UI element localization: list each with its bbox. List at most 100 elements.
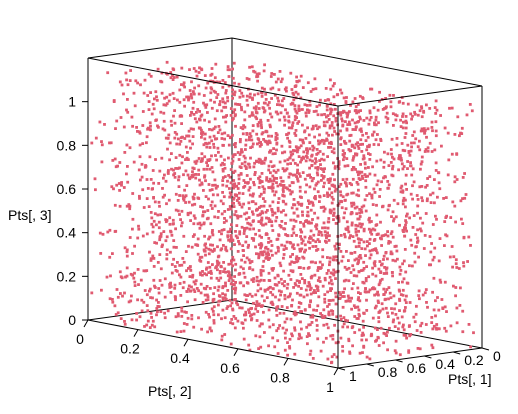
data-point <box>426 305 429 309</box>
data-point <box>120 183 123 187</box>
data-point <box>463 196 467 200</box>
data-point <box>177 314 180 318</box>
data-point <box>221 168 225 171</box>
data-point <box>217 125 221 128</box>
data-point <box>323 167 326 171</box>
data-point <box>381 307 385 311</box>
data-point <box>319 206 323 209</box>
data-point <box>350 191 354 195</box>
data-point <box>192 280 196 284</box>
data-point <box>193 298 197 302</box>
data-point <box>411 197 414 201</box>
data-point <box>151 296 154 300</box>
data-point <box>265 256 269 259</box>
data-point <box>208 326 212 330</box>
data-point <box>327 146 330 149</box>
data-point <box>327 299 331 302</box>
data-point <box>171 222 175 226</box>
data-point <box>188 275 192 278</box>
data-point <box>440 298 444 301</box>
data-point <box>292 225 296 228</box>
data-point <box>213 117 217 121</box>
data-point <box>286 353 289 357</box>
data-point <box>231 283 235 286</box>
data-point <box>216 268 219 272</box>
data-point <box>339 88 342 92</box>
data-point <box>220 334 224 338</box>
data-point <box>331 334 335 337</box>
data-point <box>340 117 344 121</box>
data-point <box>266 288 270 291</box>
data-point <box>285 247 288 250</box>
data-point <box>332 218 335 221</box>
data-point <box>306 81 310 85</box>
data-point <box>429 193 432 197</box>
data-point <box>357 291 360 294</box>
data-point <box>255 279 259 283</box>
data-point <box>285 167 289 171</box>
data-point <box>293 282 297 285</box>
data-point <box>367 122 371 126</box>
data-point <box>210 106 214 110</box>
data-point <box>146 94 150 97</box>
data-point <box>324 87 328 90</box>
data-point <box>259 212 262 216</box>
data-point <box>233 185 237 188</box>
data-point <box>316 166 320 169</box>
data-point <box>239 126 243 129</box>
data-point <box>259 268 263 272</box>
data-point <box>297 337 301 341</box>
data-point <box>372 143 376 146</box>
data-point <box>196 222 200 226</box>
data-point <box>210 231 214 234</box>
data-point <box>172 97 176 100</box>
data-point <box>289 241 293 245</box>
data-point <box>357 312 361 316</box>
data-point <box>382 176 385 180</box>
data-point <box>157 200 161 204</box>
data-point <box>400 142 404 145</box>
data-point <box>184 158 187 161</box>
data-point <box>355 205 359 209</box>
data-point <box>360 205 364 209</box>
data-point <box>364 279 368 283</box>
data-point <box>252 106 256 110</box>
data-point <box>308 323 312 327</box>
data-point <box>397 157 401 160</box>
data-point <box>363 247 367 251</box>
data-point <box>228 298 232 302</box>
data-point <box>437 171 441 175</box>
data-point <box>251 194 255 198</box>
data-point <box>130 115 134 119</box>
data-point <box>295 234 298 237</box>
data-point <box>396 257 399 261</box>
data-point <box>405 229 408 233</box>
data-point <box>359 256 363 260</box>
data-point <box>135 126 138 129</box>
data-point <box>276 209 280 213</box>
data-point <box>295 279 299 283</box>
data-point <box>181 135 184 139</box>
data-point <box>182 260 186 264</box>
data-point <box>361 280 365 284</box>
data-point <box>360 338 364 342</box>
data-point <box>175 132 179 136</box>
data-point <box>278 118 282 122</box>
data-point <box>364 290 368 294</box>
data-point <box>283 159 287 163</box>
data-point <box>237 196 241 200</box>
data-point <box>233 108 237 112</box>
data-point <box>356 217 360 221</box>
data-point <box>186 173 190 177</box>
data-point <box>149 257 153 261</box>
data-point <box>195 111 198 114</box>
data-point <box>266 209 269 212</box>
data-point <box>292 247 296 250</box>
data-point <box>328 263 331 267</box>
data-point <box>330 142 333 145</box>
data-point <box>231 76 235 80</box>
data-point <box>260 244 263 248</box>
data-point <box>399 157 403 160</box>
data-point <box>365 298 368 302</box>
data-point <box>257 347 260 350</box>
